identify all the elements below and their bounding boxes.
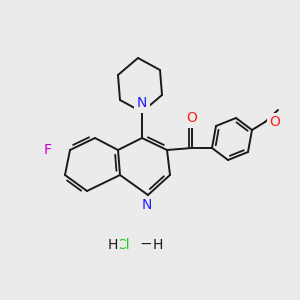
Text: O: O bbox=[270, 115, 280, 129]
Text: Cl: Cl bbox=[116, 238, 130, 252]
Text: H: H bbox=[108, 238, 118, 252]
Text: H: H bbox=[153, 238, 163, 252]
Text: F: F bbox=[44, 143, 52, 157]
Text: O: O bbox=[187, 111, 197, 125]
Text: N: N bbox=[142, 198, 152, 212]
Text: N: N bbox=[137, 96, 147, 110]
Text: —: — bbox=[140, 238, 154, 252]
